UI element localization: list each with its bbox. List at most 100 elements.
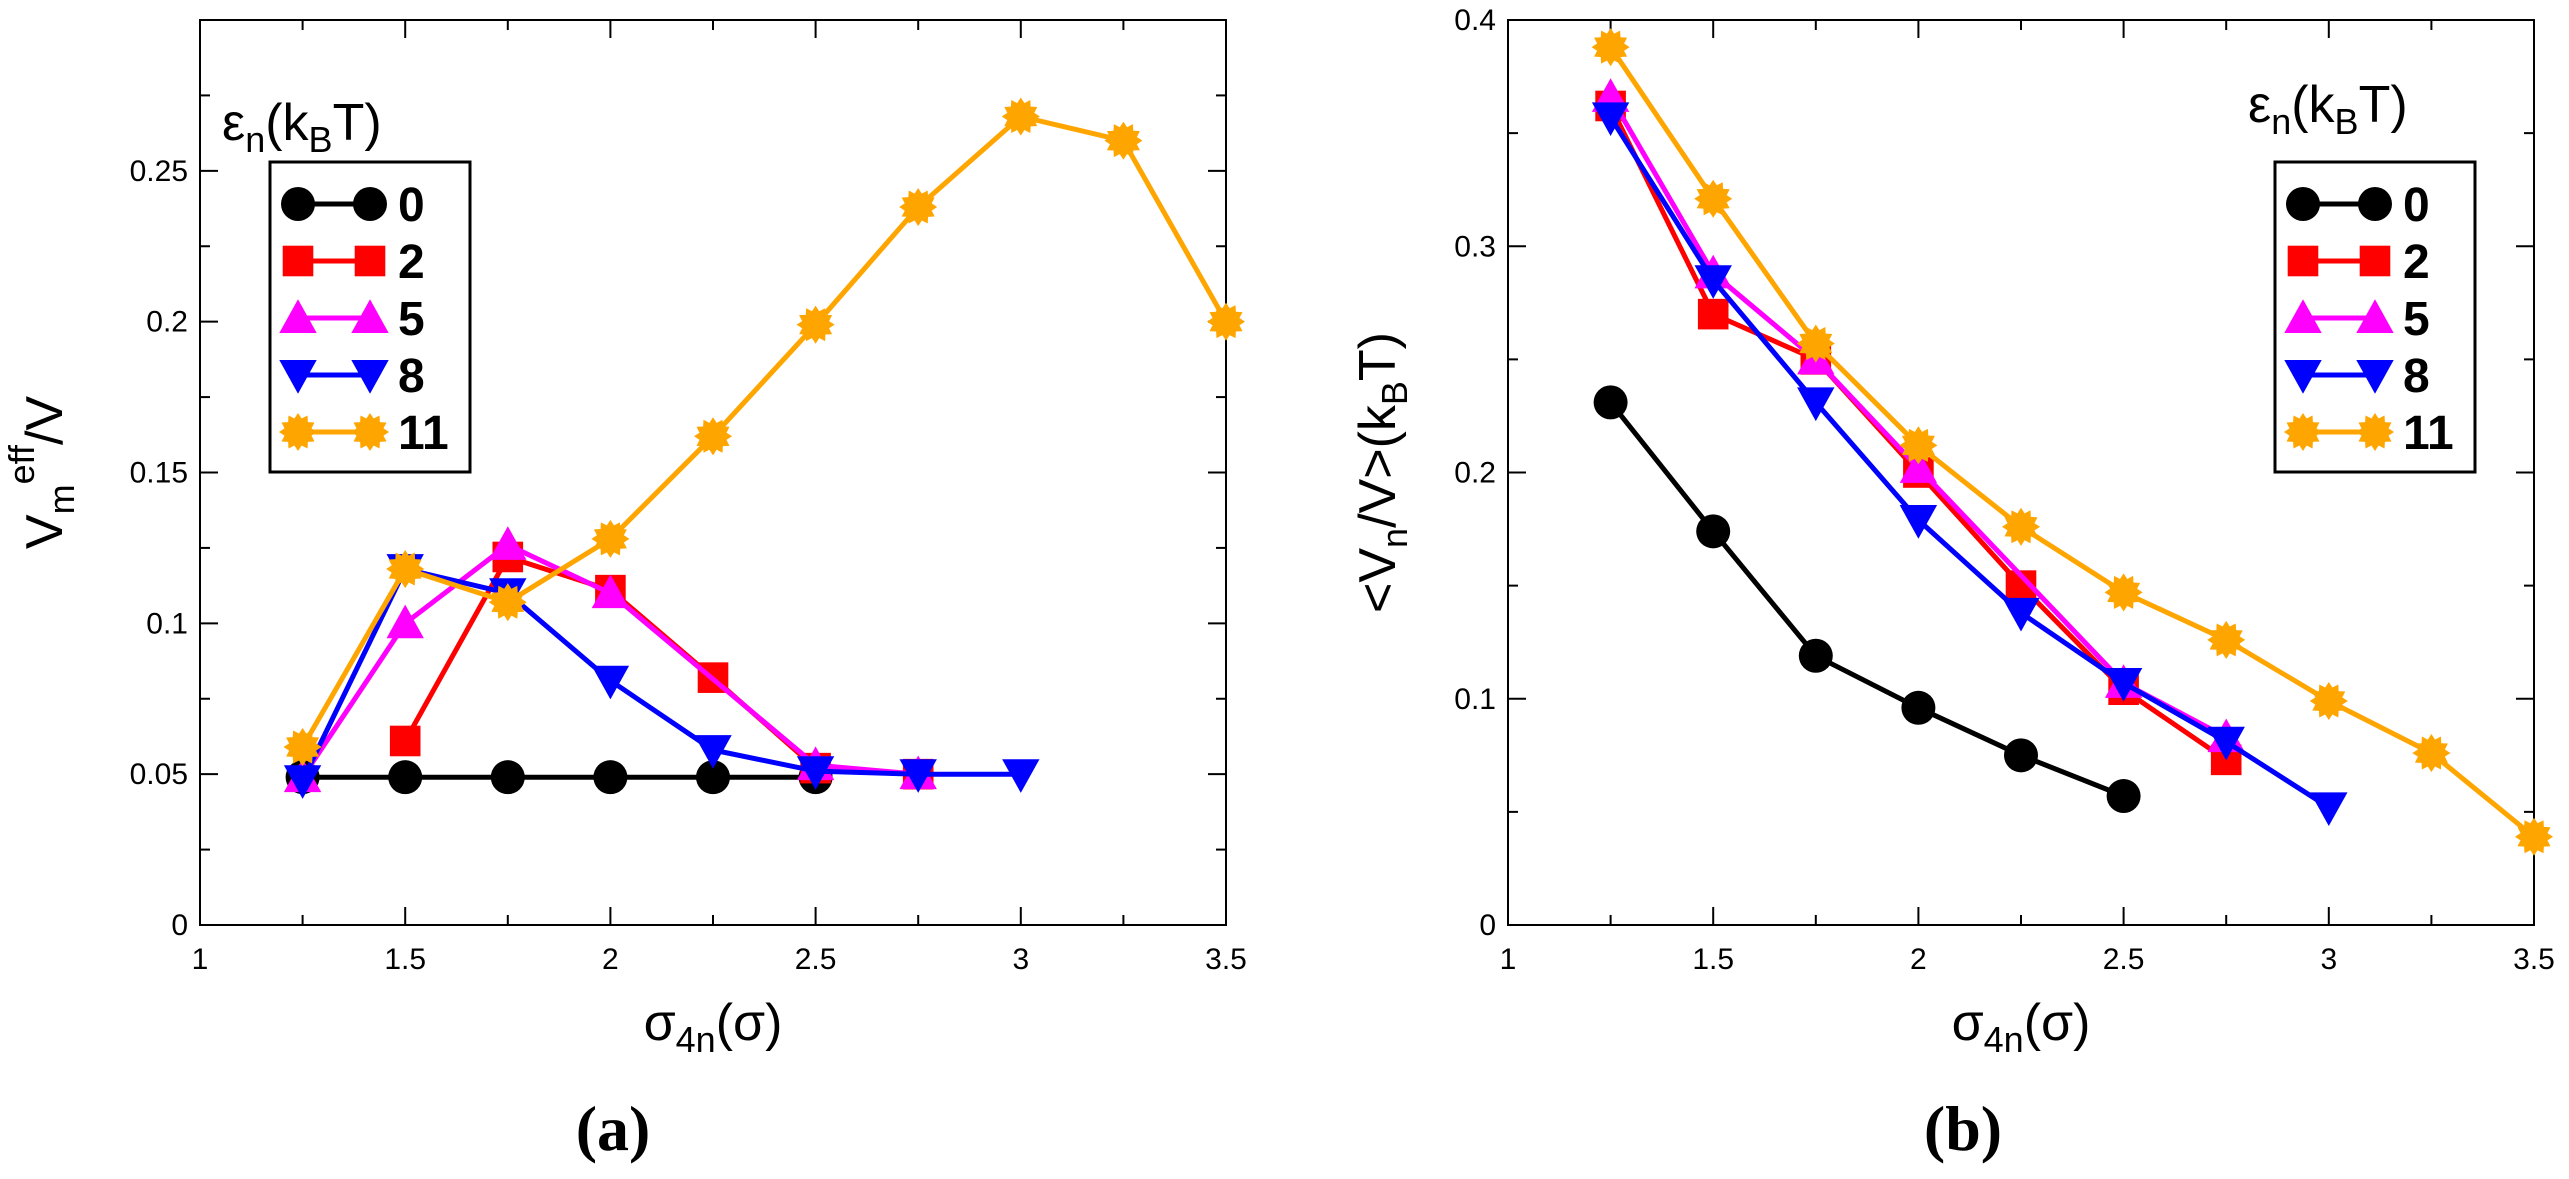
x-tick-label: 3.5 <box>1205 943 1247 976</box>
y-tick-label: 0 <box>171 909 188 942</box>
data-point <box>2004 738 2038 773</box>
data-point <box>1798 638 1833 673</box>
y-tick-label: 0.05 <box>130 758 188 791</box>
data-point <box>2002 597 2040 632</box>
legend-entry-11: 11 <box>278 407 449 460</box>
x-axis-label: σ4n(σ) <box>1952 994 2091 1060</box>
data-point <box>1206 302 1246 341</box>
y-axis-label: <Vn/V>(kBT) <box>1349 332 1415 613</box>
y-tick-label: 0.4 <box>1454 4 1496 37</box>
y-tick-label: 0.2 <box>146 306 188 339</box>
legend-entry-11: 11 <box>2283 407 2454 460</box>
data-point <box>693 417 733 456</box>
data-point <box>2310 792 2348 827</box>
data-point <box>1001 97 1040 136</box>
legend-entry-0: 0 <box>2286 179 2430 232</box>
data-point <box>1694 265 1732 299</box>
x-tick-label: 1 <box>1500 943 1517 976</box>
y-tick-label: 0.2 <box>1454 457 1496 490</box>
data-point <box>2309 681 2348 721</box>
panel-label: (a) <box>576 1093 651 1164</box>
legend-label: 8 <box>2403 350 2430 403</box>
data-point <box>2207 620 2246 659</box>
x-tick-label: 3.5 <box>2513 943 2555 976</box>
series-line-11 <box>1608 45 2536 839</box>
data-point <box>2106 779 2141 814</box>
legend-marker <box>282 245 314 277</box>
legend-marker <box>2355 412 2395 452</box>
legend-label: 0 <box>398 179 425 232</box>
legend-entry-5: 5 <box>279 293 425 346</box>
data-point <box>796 305 835 344</box>
y-tick-label: 0.15 <box>130 457 188 490</box>
series-line-11 <box>300 114 1229 749</box>
y-tick-label: 0.25 <box>130 155 188 188</box>
data-point <box>591 519 630 558</box>
legend-entry-5: 5 <box>2284 293 2430 346</box>
y-axis-label: Vmeff/V <box>1 396 82 550</box>
legend-label: 8 <box>398 350 425 403</box>
legend-label: 2 <box>2403 236 2430 289</box>
data-point <box>696 760 730 795</box>
legend-label: 5 <box>2403 293 2430 346</box>
legend-marker <box>2286 187 2320 221</box>
data-point <box>2207 726 2245 761</box>
data-point <box>2412 734 2451 773</box>
legend-marker <box>2356 360 2394 394</box>
legend-marker <box>2358 187 2392 221</box>
data-point <box>694 735 732 769</box>
series-line-8 <box>1608 115 2331 810</box>
x-tick-label: 2.5 <box>2103 943 2145 976</box>
data-point <box>1899 449 1938 483</box>
data-point <box>899 759 937 793</box>
chart-a: 1 1.5 2 2.5 3 3.500.050.10.150.20.25εn(kBT)02… <box>1 19 1247 1164</box>
data-point <box>386 604 424 639</box>
data-point <box>283 727 322 767</box>
data-point <box>796 756 835 790</box>
data-point <box>1899 426 1938 465</box>
series-11 <box>1591 28 2554 856</box>
data-point <box>488 583 527 622</box>
x-axis-label: σ4n(σ) <box>644 994 783 1060</box>
legend-marker <box>351 360 389 394</box>
data-point <box>591 574 630 609</box>
data-point <box>1696 514 1731 549</box>
data-point <box>1104 121 1143 160</box>
legend-entry-2: 2 <box>282 236 425 289</box>
data-point <box>283 765 322 799</box>
legend-entry-8: 8 <box>279 350 425 403</box>
data-point <box>1901 690 1936 725</box>
series-5 <box>283 526 937 793</box>
data-point <box>1591 102 1630 136</box>
series-5 <box>1591 78 2245 753</box>
x-tick-label: 1 <box>192 943 209 976</box>
data-point <box>2514 817 2554 856</box>
legend-marker <box>278 412 318 452</box>
legend-marker <box>2284 360 2322 394</box>
legend-label: 11 <box>398 407 449 460</box>
legend-title: εn(kBT) <box>2248 76 2408 142</box>
data-point <box>2001 507 2041 546</box>
data-point <box>1593 385 1628 420</box>
legend-label: 5 <box>398 293 425 346</box>
legend-marker <box>351 299 389 333</box>
data-point <box>1694 179 1733 218</box>
legend-marker <box>350 412 390 452</box>
data-point <box>489 526 527 560</box>
data-point <box>1796 324 1835 363</box>
x-tick-label: 1.5 <box>384 943 426 976</box>
legend-marker <box>2284 299 2322 333</box>
legend-label: 11 <box>2403 407 2454 460</box>
legend-marker <box>2287 245 2319 277</box>
legend-marker <box>281 187 315 221</box>
series-11 <box>283 97 1246 767</box>
data-point <box>1697 298 1729 330</box>
y-tick-label: 0.1 <box>146 607 188 640</box>
data-point <box>899 187 938 227</box>
legend-label: 2 <box>398 236 425 289</box>
data-point <box>389 725 421 757</box>
series-line-0 <box>1608 400 2125 799</box>
legend-marker <box>2356 299 2394 333</box>
data-point <box>1797 387 1835 422</box>
